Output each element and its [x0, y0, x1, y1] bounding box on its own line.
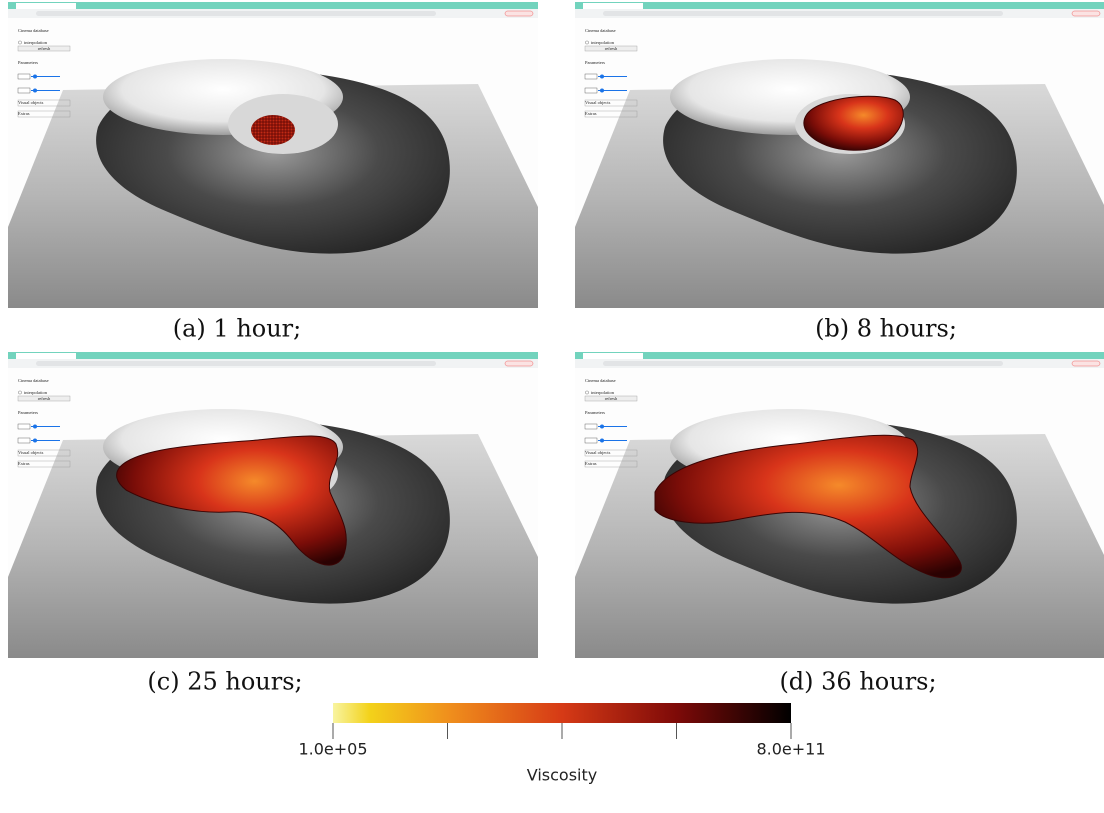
colorbar-tick-label: 1.0e+05: [298, 740, 367, 759]
sidebar-label: Extras: [18, 111, 30, 116]
sidebar-label: interpolation: [591, 40, 615, 45]
button-label: refresh: [605, 396, 618, 401]
sidebar-label: Cinema database: [585, 378, 616, 383]
sidebar-label: Cinema database: [18, 378, 49, 383]
browser-tab: [16, 353, 76, 359]
slider-thumb[interactable]: [600, 439, 604, 443]
url-field: [36, 11, 436, 16]
browser-tab-bar: [575, 352, 1104, 359]
slider-thumb[interactable]: [600, 89, 604, 93]
panel-caption: (a) 1 hour;: [173, 315, 301, 343]
sidebar-label: Cinema database: [585, 28, 616, 33]
profile-button: [505, 361, 533, 366]
profile-button: [1072, 11, 1100, 16]
colorbar: [333, 703, 791, 723]
figure: Cinema database interpolation Parameters Vi…: [0, 0, 1104, 813]
browser-tab: [16, 3, 76, 9]
panel-caption: (b) 8 hours;: [815, 315, 957, 343]
sidebar-label: Visual objects: [18, 100, 44, 105]
sidebar-label: Parameters: [18, 60, 38, 65]
screenshot: Cinema database interpolation Parameters Vi…: [8, 352, 538, 658]
sidebar-label: Parameters: [585, 410, 605, 415]
radio-button[interactable]: [585, 391, 588, 394]
param-input[interactable]: [585, 438, 597, 443]
sidebar-label: interpolation: [591, 390, 615, 395]
sidebar-label: Extras: [585, 461, 597, 466]
sidebar-label: Visual objects: [18, 450, 44, 455]
url-field: [603, 361, 1003, 366]
screenshot: Cinema database interpolation Parameters Vi…: [575, 2, 1104, 308]
screenshot: Cinema database interpolation Parameters Vi…: [8, 2, 538, 308]
radio-button[interactable]: [18, 41, 21, 44]
page: Cinema database interpolation Parameters Vi…: [0, 0, 1104, 813]
sidebar-label: Extras: [585, 111, 597, 116]
param-input[interactable]: [18, 88, 30, 93]
param-input[interactable]: [18, 438, 30, 443]
param-input[interactable]: [585, 424, 597, 429]
slider-thumb[interactable]: [33, 89, 37, 93]
colorbar-tick-label: 8.0e+11: [756, 740, 825, 759]
button-label: refresh: [605, 46, 618, 51]
sidebar-label: Extras: [18, 461, 30, 466]
browser-tab: [583, 353, 643, 359]
radio-button[interactable]: [585, 41, 588, 44]
sidebar-label: Parameters: [585, 60, 605, 65]
button-label: refresh: [38, 46, 51, 51]
slider-thumb[interactable]: [33, 439, 37, 443]
sidebar-label: interpolation: [24, 40, 48, 45]
colorbar-title: Viscosity: [527, 766, 597, 785]
sidebar-label: Visual objects: [585, 450, 611, 455]
browser-tab-bar: [8, 2, 538, 9]
slider-thumb[interactable]: [33, 75, 37, 79]
url-field: [603, 11, 1003, 16]
sidebar-label: Visual objects: [585, 100, 611, 105]
sidebar-label: Parameters: [18, 410, 38, 415]
url-field: [36, 361, 436, 366]
radio-button[interactable]: [18, 391, 21, 394]
param-input[interactable]: [585, 74, 597, 79]
lava-flow: [251, 115, 295, 145]
param-input[interactable]: [18, 424, 30, 429]
screenshot: Cinema database interpolation Parameters Vi…: [575, 352, 1104, 658]
sidebar-label: interpolation: [24, 390, 48, 395]
param-input[interactable]: [18, 74, 30, 79]
slider-thumb[interactable]: [33, 425, 37, 429]
browser-tab: [583, 3, 643, 9]
slider-thumb[interactable]: [600, 75, 604, 79]
button-label: refresh: [38, 396, 51, 401]
panel-caption: (d) 36 hours;: [779, 668, 936, 696]
profile-button: [1072, 361, 1100, 366]
browser-tab-bar: [8, 352, 538, 359]
profile-button: [505, 11, 533, 16]
slider-thumb[interactable]: [600, 425, 604, 429]
param-input[interactable]: [585, 88, 597, 93]
panel-caption: (c) 25 hours;: [147, 668, 302, 696]
browser-tab-bar: [575, 2, 1104, 9]
sidebar-label: Cinema database: [18, 28, 49, 33]
